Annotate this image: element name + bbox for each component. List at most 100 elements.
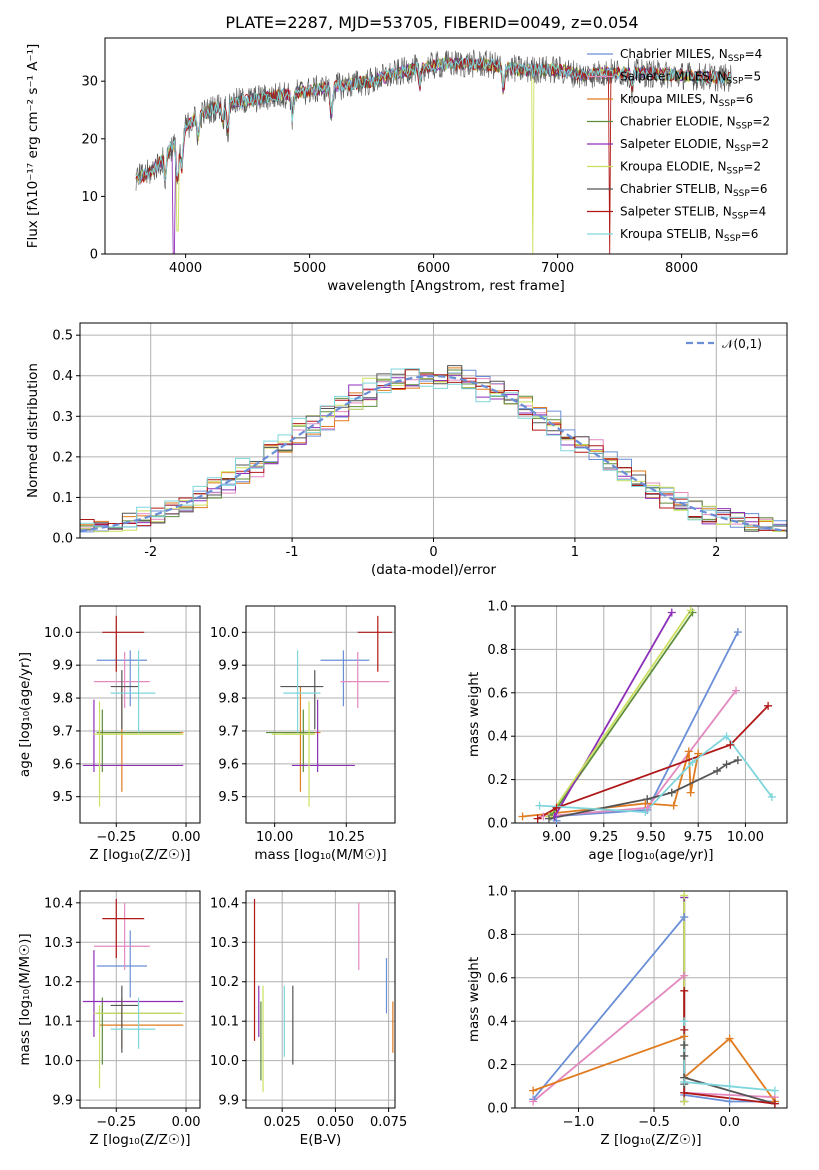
x-tick-label: 9.25 xyxy=(589,830,618,845)
y-tick-label: 0.0 xyxy=(487,817,508,832)
x-tick-label: -2 xyxy=(144,545,157,560)
weight-marker xyxy=(770,1086,779,1095)
y-tick-label: 10.4 xyxy=(210,896,239,911)
y-tick-label: 9.5 xyxy=(52,790,73,805)
weight-marker xyxy=(552,816,561,825)
y-tick-label: 0.3 xyxy=(52,410,73,425)
legend-entry: Kroupa ELODIE, NSSP=2 xyxy=(620,160,761,177)
weight-marker xyxy=(725,1097,734,1106)
axes-frame xyxy=(104,37,788,255)
weight-marker xyxy=(680,913,689,922)
panel-spectrum: 4000 5000 6000 7000 8000 0 10 20 30 wavelength [A… xyxy=(25,37,788,294)
weight-marker xyxy=(680,1051,689,1060)
x-axis-label: Z [log₁₀(Z/Z☉)] xyxy=(89,847,190,863)
x-tick-label: 8000 xyxy=(665,261,698,276)
legend-entry: Chabrier ELODIE, NSSP=2 xyxy=(620,115,770,132)
weight-marker xyxy=(680,1077,689,1086)
axes-frame xyxy=(79,322,788,539)
weight-marker xyxy=(680,891,689,900)
x-axis-label: (data-model)/error xyxy=(371,562,497,578)
plot-area xyxy=(80,365,787,533)
figure-title: PLATE=2287, MJD=53705, FIBERID=0049, z=0… xyxy=(225,13,638,32)
legend-value: =4 xyxy=(745,47,763,61)
legend-subscript: SSP xyxy=(733,189,750,199)
y-tick-label: 10.0 xyxy=(210,626,239,641)
weight-marker xyxy=(686,788,695,797)
weight-marker xyxy=(518,812,527,821)
legend-entry: Kroupa STELIB, NSSP=6 xyxy=(620,227,758,244)
weight-marker xyxy=(680,1017,689,1026)
legend-subscript: SSP xyxy=(736,122,753,132)
x-tick-label: 7000 xyxy=(541,261,574,276)
y-tick-label: 30 xyxy=(81,75,98,90)
legend-entry: Salpeter MILES, NSSP=5 xyxy=(620,70,761,87)
y-tick-label: 10.1 xyxy=(44,1015,73,1030)
weight-marker xyxy=(641,808,650,817)
x-axis-label: Z [log₁₀(Z/Z☉)] xyxy=(600,1132,701,1148)
weight-marker xyxy=(694,749,703,758)
weight-marker xyxy=(529,1086,538,1095)
weight-marker xyxy=(680,986,689,995)
x-tick-label: 10.00 xyxy=(727,830,764,845)
legend-value: =5 xyxy=(743,70,761,84)
x-tick-label: 0.050 xyxy=(317,1115,354,1130)
x-tick-label: 10.00 xyxy=(256,830,293,845)
y-tick-label: 9.7 xyxy=(52,724,73,739)
weight-marker xyxy=(552,803,561,812)
weight-marker xyxy=(684,747,693,756)
y-tick-label: 0.4 xyxy=(487,1015,508,1030)
weight-marker xyxy=(713,766,722,775)
y-tick-label: 9.9 xyxy=(218,659,239,674)
axes-frame xyxy=(245,890,396,1109)
y-tick-label: 0.6 xyxy=(487,686,508,701)
weight-marker xyxy=(732,686,740,695)
plot-area xyxy=(135,49,732,254)
x-tick-label: 6000 xyxy=(417,261,450,276)
x-axis-label: E(B-V) xyxy=(300,1132,342,1148)
weight-marker xyxy=(643,803,652,812)
panel-age_vs_Z: −0.25 0.00 9.5 9.6 9.7 9.8 9.9 10.0 Z [log₁₀(Z/Z… xyxy=(17,605,201,863)
weight-marker xyxy=(726,740,735,749)
y-tick-label: 0.8 xyxy=(487,928,508,943)
y-tick-label: 0.6 xyxy=(487,971,508,986)
weight-marker xyxy=(669,801,678,810)
legend-subscript: SSP xyxy=(727,167,744,177)
weight-marker xyxy=(680,1025,689,1034)
y-tick-label: 9.9 xyxy=(218,1094,239,1109)
weight-marker xyxy=(725,1082,734,1091)
y-tick-label: 0.4 xyxy=(487,730,508,745)
x-tick-label: 9.00 xyxy=(542,830,571,845)
y-tick-label: 1.0 xyxy=(487,600,508,615)
grid xyxy=(80,606,200,823)
y-tick-label: 10.0 xyxy=(44,626,73,641)
y-tick-label: 0.4 xyxy=(52,369,73,384)
weight-marker xyxy=(688,758,697,767)
x-tick-label: 0.00 xyxy=(172,830,201,845)
y-tick-label: 9.6 xyxy=(52,757,73,772)
y-tick-label: 9.8 xyxy=(52,692,73,707)
weight-marker xyxy=(667,608,676,617)
x-tick-label: 4000 xyxy=(169,261,202,276)
x-tick-label: -1 xyxy=(286,545,299,560)
panel-mass_vs_Z: −0.25 0.00 9.9 10.0 10.1 10.2 10.3 10.4 Z [log₁₀… xyxy=(17,890,201,1148)
weight-marker xyxy=(725,1034,734,1043)
weight-marker xyxy=(733,628,742,637)
legend-value: =2 xyxy=(743,160,761,174)
x-axis-label: wavelength [Angstrom, rest frame] xyxy=(327,278,565,294)
y-tick-label: 20 xyxy=(81,132,98,147)
y-tick-label: 10.3 xyxy=(210,936,239,951)
legend-value: =2 xyxy=(752,115,770,129)
y-tick-label: 9.5 xyxy=(218,790,239,805)
y-tick-label: 0.8 xyxy=(487,643,508,658)
weight-marker xyxy=(535,801,544,810)
plot-area xyxy=(522,609,773,822)
x-tick-label: 0.00 xyxy=(172,1115,201,1130)
x-tick-label: 1 xyxy=(571,545,579,560)
y-tick-label: 10.2 xyxy=(44,975,73,990)
weight-line xyxy=(683,1021,775,1092)
legend-value: =6 xyxy=(741,227,759,241)
legend-subscript: SSP xyxy=(734,144,751,154)
legend-value: =6 xyxy=(750,182,768,196)
spectrum-line xyxy=(135,58,732,254)
